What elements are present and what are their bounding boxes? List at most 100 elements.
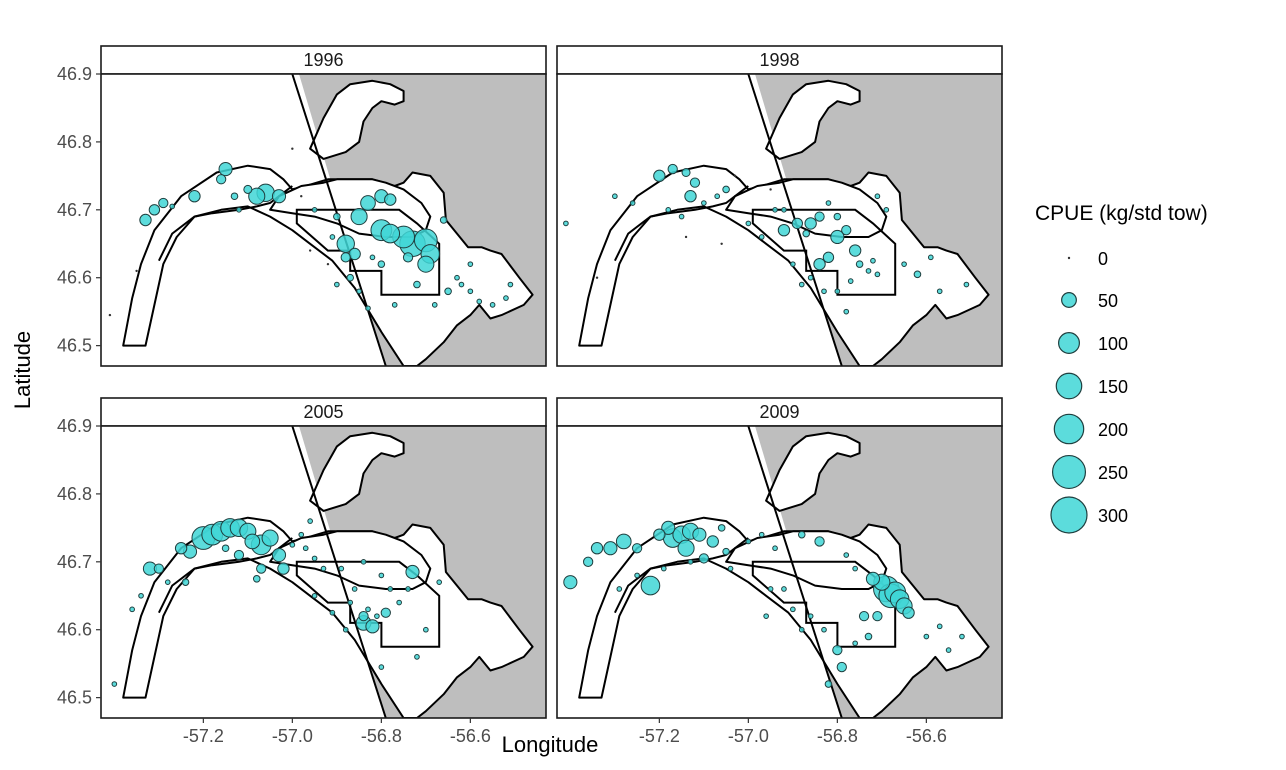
cpue-point bbox=[291, 147, 294, 150]
cpue-point bbox=[833, 212, 842, 221]
x-tick-label: -57.2 bbox=[183, 726, 224, 746]
cpue-point bbox=[458, 281, 465, 288]
cpue-point bbox=[631, 543, 643, 554]
cpue-point bbox=[852, 565, 858, 572]
cpue-point bbox=[901, 261, 907, 267]
cpue-point bbox=[139, 213, 152, 227]
cpue-point bbox=[825, 200, 832, 206]
cpue-point bbox=[378, 664, 385, 670]
facet-label: 1998 bbox=[759, 50, 799, 70]
cpue-point bbox=[188, 190, 201, 203]
cpue-point bbox=[311, 555, 318, 562]
cpue-point bbox=[945, 647, 952, 653]
bank-lobe-outline bbox=[725, 530, 888, 590]
cpue-point bbox=[346, 273, 354, 282]
cpue-point bbox=[405, 564, 420, 580]
legend-key bbox=[1061, 292, 1077, 308]
cpue-point bbox=[872, 610, 883, 622]
panel-plot-area bbox=[101, 426, 546, 718]
cpue-point bbox=[722, 185, 730, 194]
y-tick-label: 46.8 bbox=[57, 484, 92, 504]
facet-label: 1996 bbox=[303, 50, 343, 70]
cpue-point bbox=[252, 575, 261, 583]
legend: CPUE (kg/std tow) 0 50 100 150 200 250 300 bbox=[1035, 202, 1208, 534]
cpue-point bbox=[329, 234, 336, 240]
cpue-point bbox=[772, 545, 778, 552]
facet-strip bbox=[556, 397, 1003, 427]
cpue-point bbox=[684, 190, 697, 203]
cpue-point bbox=[221, 544, 230, 553]
cpue-point bbox=[653, 169, 666, 183]
cpue-point bbox=[824, 680, 833, 688]
cpue-point bbox=[467, 261, 474, 267]
y-tick-label: 46.5 bbox=[57, 336, 92, 356]
cpue-point bbox=[340, 252, 351, 263]
cpue-point bbox=[476, 298, 483, 305]
northern-area-outline bbox=[765, 431, 861, 512]
cpue-point bbox=[377, 260, 386, 268]
cpue-point bbox=[218, 161, 233, 177]
cpue-point bbox=[277, 562, 290, 575]
cpue-point bbox=[347, 599, 354, 606]
cpue-point bbox=[653, 528, 666, 541]
cpue-point bbox=[781, 586, 787, 592]
cpue-point bbox=[689, 177, 701, 188]
cpue-point bbox=[923, 633, 930, 640]
y-tick-label: 46.8 bbox=[57, 132, 92, 152]
cpue-point bbox=[798, 281, 805, 288]
y-tick-label: 46.7 bbox=[57, 200, 92, 220]
cpue-point bbox=[665, 206, 672, 213]
x-tick-label: -56.8 bbox=[361, 726, 402, 746]
cpue-point bbox=[701, 200, 707, 206]
cpue-point bbox=[271, 189, 287, 204]
cpue-point bbox=[365, 619, 380, 634]
cpue-point bbox=[135, 269, 138, 273]
cpue-point bbox=[153, 563, 164, 574]
cpue-point bbox=[369, 254, 376, 261]
cpue-point bbox=[413, 280, 421, 289]
cpue-point bbox=[790, 606, 796, 613]
cpue-point bbox=[338, 565, 345, 572]
panel-plot-area bbox=[557, 74, 1002, 366]
cpue-point bbox=[807, 613, 814, 619]
x-axis-title: Longitude bbox=[502, 732, 599, 757]
cpue-point bbox=[913, 270, 922, 279]
cpue-point bbox=[365, 606, 371, 613]
cpue-point bbox=[326, 262, 330, 266]
cpue-point bbox=[855, 260, 864, 268]
cpue-point bbox=[852, 640, 858, 647]
panels-layer: 1996 1998 2005 2009 bbox=[100, 45, 1003, 719]
cpue-point bbox=[236, 206, 242, 213]
legend-key bbox=[1050, 496, 1088, 534]
cpue-point bbox=[864, 632, 873, 641]
cpue-point bbox=[216, 174, 227, 185]
panel-plot-area bbox=[557, 426, 1002, 718]
cpue-point bbox=[374, 613, 380, 619]
legend-label: 100 bbox=[1098, 334, 1128, 354]
cpue-point bbox=[300, 195, 303, 198]
legend-label: 250 bbox=[1098, 463, 1128, 483]
cpue-point bbox=[777, 223, 791, 237]
cpue-point bbox=[769, 188, 772, 191]
cpue-point bbox=[261, 529, 279, 547]
panel-1998: 1998 bbox=[556, 45, 1003, 367]
cpue-point bbox=[423, 626, 429, 633]
cpue-point bbox=[307, 518, 313, 524]
cpue-point bbox=[733, 174, 737, 178]
northern-area-outline bbox=[765, 79, 861, 160]
cpue-point bbox=[111, 681, 118, 687]
x-tick-label: -56.8 bbox=[817, 726, 858, 746]
cpue-point bbox=[358, 610, 369, 622]
cpue-point bbox=[814, 536, 825, 547]
stratum-box-outline bbox=[295, 208, 441, 296]
cpue-point bbox=[174, 542, 188, 555]
panel-border bbox=[556, 73, 1003, 367]
legend-key bbox=[1055, 372, 1083, 400]
x-tick-label: -56.6 bbox=[450, 726, 491, 746]
cpue-point bbox=[678, 213, 685, 220]
cpue-point bbox=[781, 206, 787, 213]
legend-key bbox=[1053, 413, 1085, 445]
cpue-point bbox=[158, 197, 169, 209]
cpue-point bbox=[311, 592, 318, 599]
cpue-point bbox=[233, 549, 245, 561]
